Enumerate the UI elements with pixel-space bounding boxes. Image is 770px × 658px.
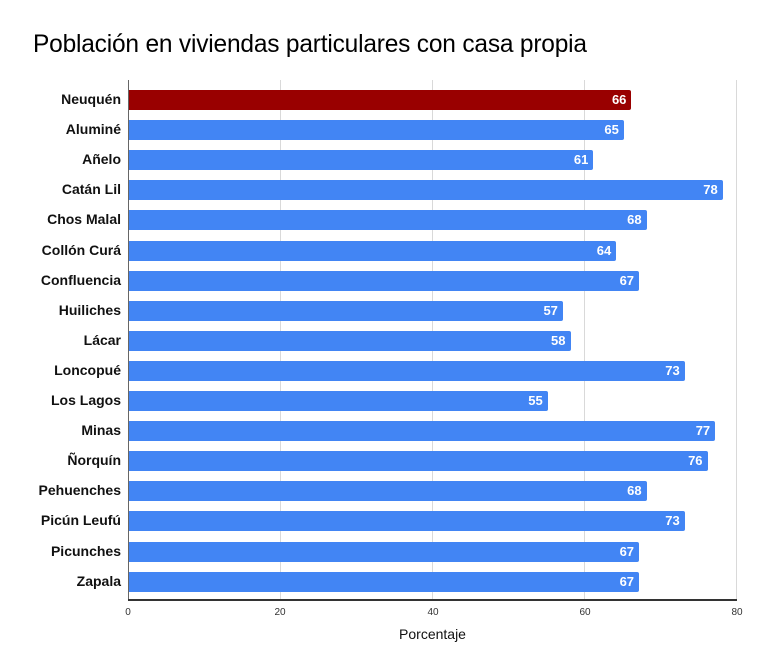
category-label: Catán Lil [61, 181, 121, 198]
chart-title: Población en viviendas particulares con … [33, 30, 587, 58]
category-label: Collón Curá [41, 241, 121, 258]
bar[interactable]: 68 [129, 210, 647, 231]
category-label: Pehuenches [38, 482, 121, 499]
bar-value-label: 64 [596, 242, 612, 258]
bar-value-label: 76 [688, 453, 703, 469]
bar-value-label: 57 [543, 302, 558, 318]
bar-value-label: 65 [604, 122, 619, 138]
category-label: Minas [81, 422, 121, 439]
gridline [736, 80, 737, 601]
plot-area: 66 65 61 78 68 64 67 57 58 73 55 77 76 68 73 67 67 [128, 80, 737, 601]
category-label: Picunches [50, 542, 121, 559]
category-label: Chos Malal [47, 211, 121, 228]
bar-value-label: 78 [703, 182, 718, 198]
x-tick: 80 [731, 607, 743, 618]
bar-value-label: 73 [665, 362, 680, 378]
category-label: Picún Leufú [40, 512, 121, 529]
bar[interactable]: 65 [129, 120, 624, 141]
bar-value-label: 67 [619, 573, 635, 589]
bar-value-label: 67 [619, 543, 635, 559]
x-tick: 60 [579, 607, 591, 618]
category-label: Añelo [82, 151, 121, 168]
x-tick: 0 [125, 607, 131, 618]
bar[interactable]: 55 [129, 391, 548, 411]
bar[interactable]: 61 [129, 150, 594, 171]
y-axis-line [128, 80, 129, 601]
gridline [584, 80, 585, 601]
x-axis-title: Porcentaje [399, 626, 466, 642]
bar[interactable]: 58 [129, 330, 571, 351]
x-tick: 40 [427, 607, 439, 618]
bar-value-label: 66 [611, 92, 627, 107]
bar[interactable]: 57 [129, 300, 563, 321]
bar-value-label: 58 [551, 332, 566, 348]
bar[interactable]: 67 [129, 541, 640, 562]
category-label: Zapala [76, 572, 121, 589]
bar-value-label: 68 [627, 483, 642, 499]
bar[interactable]: 68 [129, 481, 647, 502]
category-label: Aluminé [65, 121, 121, 138]
category-label: Huiliches [58, 301, 121, 318]
bar[interactable]: 77 [129, 421, 716, 442]
category-label: Confluencia [40, 271, 121, 288]
bar-value-label: 68 [627, 212, 642, 228]
bar[interactable]: 64 [129, 240, 617, 261]
bar[interactable]: 78 [129, 180, 723, 201]
category-label: Lácar [83, 331, 121, 348]
category-label: Neuquén [61, 91, 121, 107]
bar-value-label: 55 [528, 393, 543, 408]
bar-value-label: 61 [573, 152, 589, 168]
category-label: Loncopué [54, 361, 121, 378]
bar-value-label: 73 [665, 513, 680, 529]
bar[interactable]: 66 [129, 90, 632, 110]
bar[interactable]: 67 [129, 270, 640, 291]
x-axis-line [128, 599, 737, 601]
category-label: Los Lagos [50, 392, 121, 408]
bar[interactable]: 76 [129, 451, 708, 472]
bar[interactable]: 73 [129, 511, 685, 532]
x-tick: 20 [274, 607, 286, 618]
bar-value-label: 67 [619, 272, 635, 288]
bar[interactable]: 67 [129, 571, 640, 592]
bar[interactable]: 73 [129, 360, 685, 381]
bar-value-label: 77 [695, 423, 711, 439]
category-label: Ñorquín [67, 452, 121, 469]
